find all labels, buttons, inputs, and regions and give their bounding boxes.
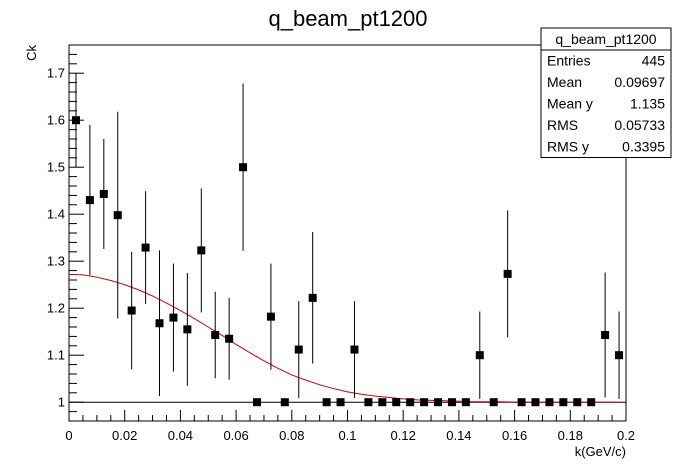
y-tick-label: 1.6 [47, 113, 65, 128]
stats-row-value: 0.05733 [614, 117, 665, 133]
data-point [336, 398, 345, 407]
data-point [113, 211, 122, 220]
data-point [559, 398, 568, 407]
stats-row-label: RMS [547, 117, 578, 133]
y-tick-label: 1.4 [47, 207, 65, 222]
y-tick-label: 1.3 [47, 254, 65, 269]
data-point [169, 313, 178, 322]
data-point [364, 398, 373, 407]
stats-title: q_beam_pt1200 [555, 31, 656, 47]
data-point [601, 330, 610, 339]
data-point [406, 398, 415, 407]
data-point [266, 312, 275, 321]
stats-row-value: 0.09697 [614, 74, 665, 90]
data-point [294, 345, 303, 354]
x-tick-label: 0.2 [617, 428, 635, 443]
y-axis-label: Ck [24, 45, 39, 61]
data-point [155, 319, 164, 328]
data-point [183, 325, 192, 334]
data-point [350, 345, 359, 354]
y-tick-label: 1.5 [47, 160, 65, 175]
x-tick-label: 0.08 [279, 428, 304, 443]
x-tick-label: 0 [65, 428, 72, 443]
x-tick-label: 0.16 [502, 428, 527, 443]
data-point [280, 398, 289, 407]
y-tick-label: 1.2 [47, 301, 65, 316]
data-point [475, 351, 484, 360]
y-axis: 1 1.1 1.2 1.3 1.4 1.5 1.6 1.7 [47, 44, 84, 413]
x-tick-label: 0.06 [223, 428, 248, 443]
data-point [197, 246, 206, 255]
data-point [141, 243, 150, 252]
data-point [447, 398, 456, 407]
data-point [434, 398, 443, 407]
data-point [531, 398, 540, 407]
stats-row-label: Entries [547, 53, 591, 69]
stats-row-label: RMS y [547, 139, 589, 155]
data-point [573, 398, 582, 407]
data-point [461, 398, 470, 407]
x-tick-label: 0.1 [338, 428, 356, 443]
y-tick-label: 1 [58, 395, 65, 410]
data-point [85, 196, 94, 205]
data-point [252, 398, 261, 407]
y-tick-label: 1.7 [47, 66, 65, 81]
data-point [420, 398, 429, 407]
data-point [99, 189, 108, 198]
stats-box: q_beam_pt1200 Entries 445 Mean 0.09697 Mean y… [540, 27, 672, 158]
data-point [239, 163, 248, 172]
x-tick-label: 0.18 [558, 428, 583, 443]
data-point [322, 398, 331, 407]
stats-row-value: 0.3395 [622, 139, 665, 155]
stats-row-label: Mean y [547, 96, 593, 112]
data-point [308, 293, 317, 302]
data-point [211, 330, 220, 339]
chart-title: q_beam_pt1200 [268, 6, 427, 31]
x-axis: 0 0.02 0.04 0.06 0.08 0.1 0.12 0.14 0.16 0.18 0.2 [65, 410, 635, 443]
data-point [587, 398, 596, 407]
data-points [71, 73, 624, 407]
stats-row-value: 445 [642, 53, 666, 69]
x-tick-label: 0.04 [168, 428, 193, 443]
x-tick-label: 0.14 [446, 428, 471, 443]
x-tick-label: 0.12 [391, 428, 416, 443]
x-axis-label: k(GeV/c) [575, 444, 626, 459]
data-point [392, 398, 401, 407]
data-point [545, 398, 554, 407]
stats-row-value: 1.135 [630, 96, 665, 112]
data-point [127, 306, 136, 315]
data-point [615, 351, 624, 360]
data-point [71, 116, 80, 125]
data-point [489, 398, 498, 407]
data-point [225, 334, 234, 343]
y-tick-label: 1.1 [47, 348, 65, 363]
data-point [378, 398, 387, 407]
x-tick-label: 0.02 [112, 428, 137, 443]
data-point [517, 398, 526, 407]
stats-row-label: Mean [547, 74, 582, 90]
data-point [503, 269, 512, 278]
